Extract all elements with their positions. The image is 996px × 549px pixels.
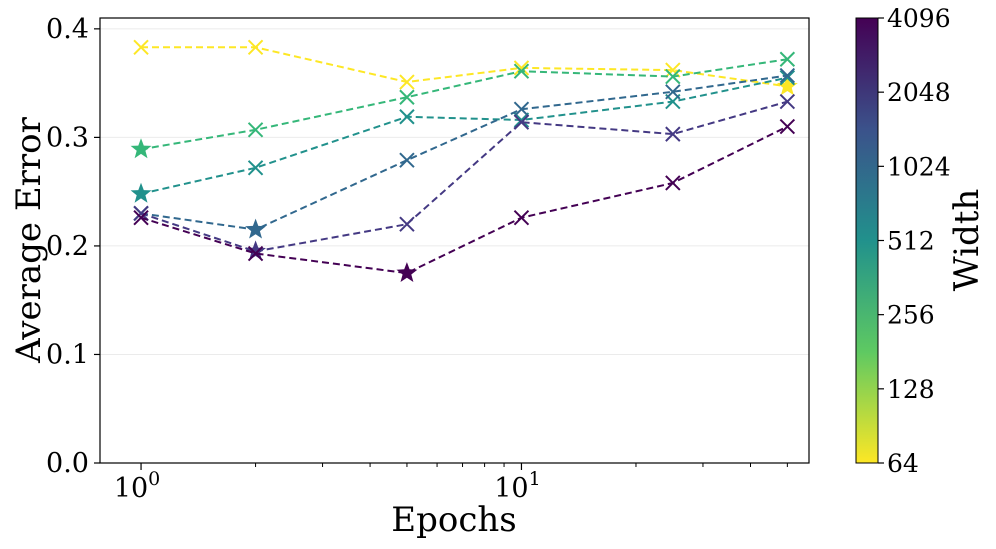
colorbar-tick-label: 128 <box>887 375 935 404</box>
colorbar-tick-label: 1024 <box>887 152 951 181</box>
colorbar-label: Width <box>947 189 987 292</box>
data-point-x <box>779 93 796 110</box>
series-line <box>141 46 788 88</box>
y-tick-label: 0.1 <box>46 339 89 370</box>
data-point-x <box>513 101 530 117</box>
y-tick-label: 0.3 <box>46 122 89 153</box>
data-point-x <box>399 216 415 232</box>
data-point-x <box>779 51 796 67</box>
data-point-x <box>133 39 149 56</box>
colorbar-gradient <box>855 17 879 464</box>
colorbar-tick-label: 2048 <box>887 78 951 107</box>
data-point-x <box>133 205 149 222</box>
data-point-x <box>247 245 264 262</box>
best-point-star <box>776 75 798 96</box>
colorbar: 64 128 256 512 1024 2048 4096 Width <box>855 4 987 478</box>
data-point-x <box>399 109 415 125</box>
colorbar-tick-label: 512 <box>887 227 935 256</box>
data-point-x <box>513 112 530 128</box>
data-point-x <box>247 160 264 176</box>
data-point-x <box>779 69 796 86</box>
plot-frame <box>99 17 810 464</box>
y-axis-label: Average Error <box>9 116 49 364</box>
data-point-x <box>133 209 149 226</box>
x-axis: 100 101 <box>114 463 788 504</box>
y-tick-label: 0.2 <box>46 231 89 262</box>
data-point-x <box>399 152 415 168</box>
best-point-star <box>396 262 418 282</box>
series-1024 <box>133 67 796 239</box>
best-point-star <box>245 240 266 261</box>
grid-lines <box>100 28 809 464</box>
data-point-x <box>513 114 530 130</box>
series-line <box>140 125 788 275</box>
colorbar-tick-label: 256 <box>887 301 935 330</box>
best-point-star <box>130 182 152 203</box>
series-2048 <box>133 93 796 261</box>
data-point-x <box>399 74 415 90</box>
series-line <box>140 74 788 231</box>
data-point-x <box>665 126 681 142</box>
x-tick-label: 100 <box>114 468 160 504</box>
data-point-x <box>513 63 530 79</box>
data-point-x <box>665 62 681 78</box>
series-64 <box>133 39 798 96</box>
series-4096 <box>133 118 796 282</box>
colorbar-tick-label: 4096 <box>887 4 951 33</box>
data-point-x <box>399 89 415 105</box>
series-line <box>140 76 788 195</box>
data-point-x <box>513 209 530 226</box>
y-axis: 0.0 0.1 0.2 0.3 0.4 <box>46 14 100 479</box>
x-tick-label: 101 <box>494 468 540 504</box>
data-point-x <box>665 68 681 85</box>
data-point-x <box>247 122 264 138</box>
series-256 <box>130 51 796 159</box>
series-group <box>130 39 798 282</box>
series-512 <box>130 69 796 203</box>
data-point-x <box>779 118 796 135</box>
colorbar-tick-label: 64 <box>887 449 919 478</box>
best-point-star <box>130 138 152 159</box>
series-line <box>140 100 788 253</box>
data-point-x <box>779 67 796 84</box>
data-point-x <box>513 60 530 76</box>
data-point-x <box>665 175 681 191</box>
colorbar-ticks: 64 128 256 512 1024 2048 4096 <box>878 4 951 478</box>
x-axis-label: Epochs <box>391 500 516 540</box>
y-tick-label: 0.4 <box>46 14 89 45</box>
best-point-star <box>245 218 266 239</box>
y-tick-label: 0.0 <box>46 448 89 479</box>
data-point-x <box>665 84 681 100</box>
data-point-x <box>247 39 264 56</box>
